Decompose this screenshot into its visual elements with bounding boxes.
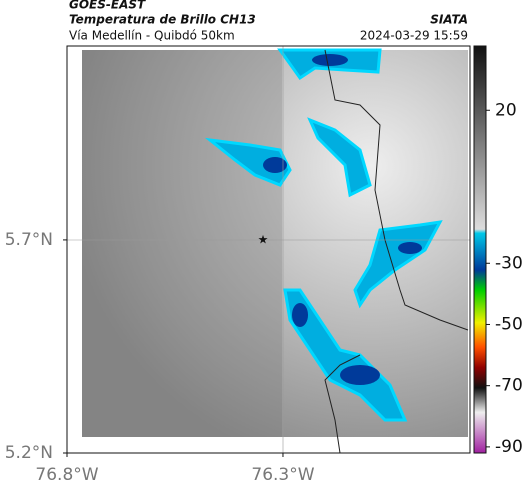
source: GOES-EAST bbox=[69, 0, 146, 12]
x-tick-label: 76.8°W bbox=[35, 465, 98, 485]
colorbar-tick-label: -70 bbox=[495, 376, 523, 396]
colorbar bbox=[473, 45, 487, 454]
colorbar-tick-label: -90 bbox=[495, 437, 523, 457]
y-tick-label: 5.2°N bbox=[5, 443, 53, 463]
timestamp: 2024-03-29 15:59 bbox=[360, 29, 468, 43]
colorbar-tick-label: -30 bbox=[495, 253, 523, 273]
colorbar-tick-label: 20 bbox=[495, 100, 517, 120]
region: Vía Medellín - Quibdó 50km bbox=[69, 29, 235, 43]
imagery: ★ bbox=[67, 46, 470, 454]
product: Temperatura de Brillo CH13 bbox=[69, 13, 256, 27]
y-tick-label: 5.7°N bbox=[5, 230, 53, 250]
x-tick-label: 76.3°W bbox=[251, 465, 314, 485]
svg-text:★: ★ bbox=[258, 233, 269, 247]
ticks: 76.8°W 76.3°W 5.2°N 5.7°N 20 -30 -50 -70 -90 bbox=[5, 100, 523, 485]
colorbar-tick-label: -50 bbox=[495, 314, 523, 334]
map-frame bbox=[66, 45, 471, 454]
agency: SIATA bbox=[430, 13, 468, 27]
